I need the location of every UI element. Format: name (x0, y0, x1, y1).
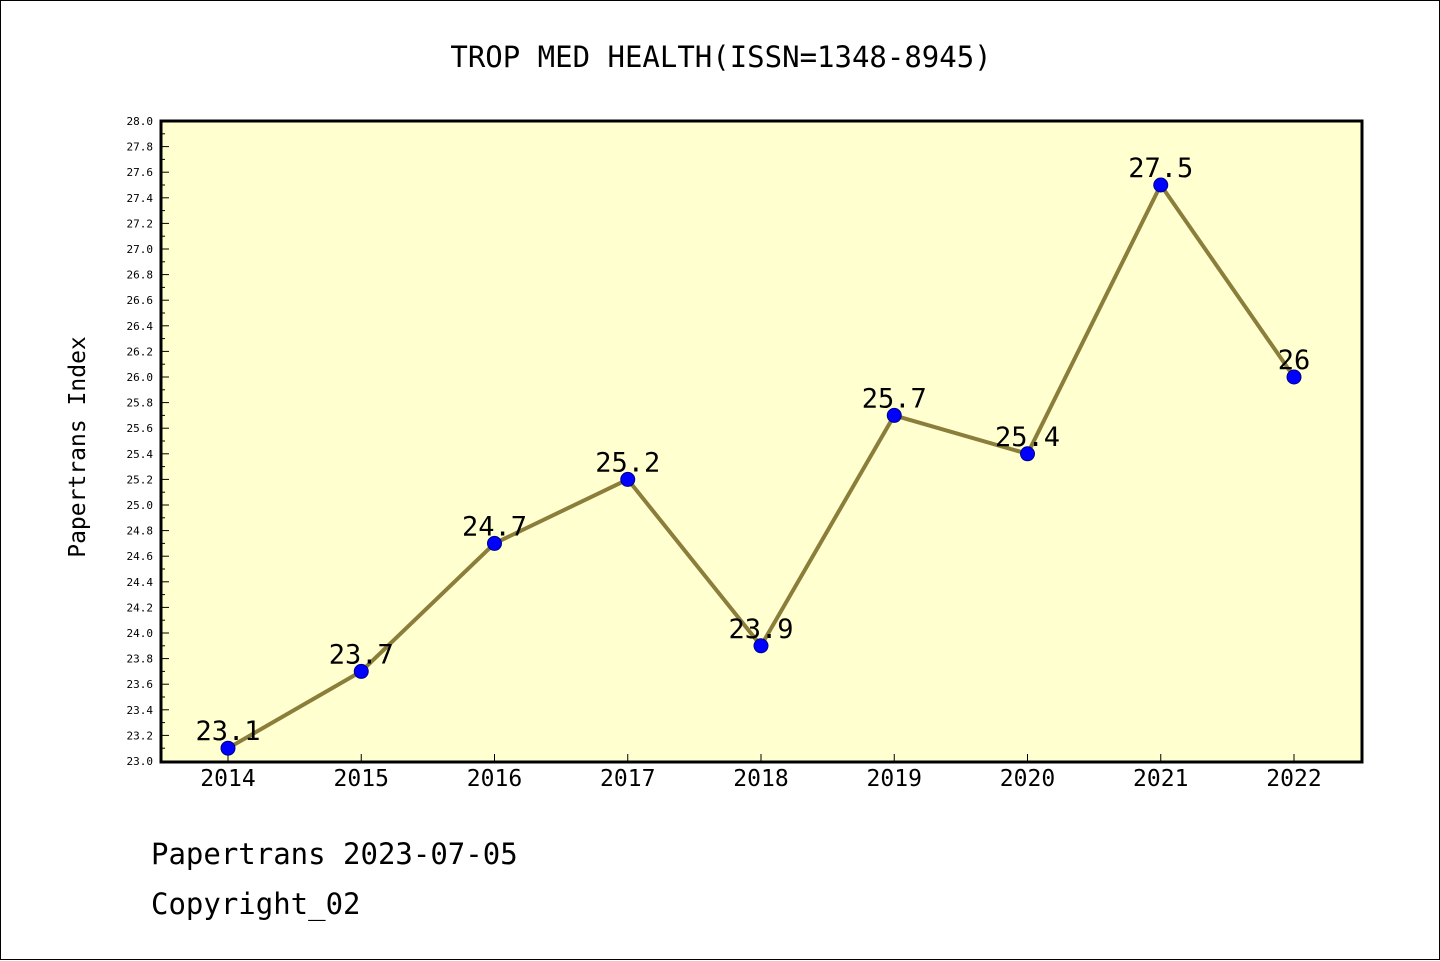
footer-copyright: Copyright_02 (151, 887, 361, 921)
data-point (886, 407, 902, 423)
y-tick-label: 27.0 (127, 243, 154, 256)
data-label: 23.7 (329, 639, 394, 670)
y-tick-label: 23.2 (127, 729, 154, 742)
plot-area (161, 121, 1362, 762)
y-tick-label: 26.4 (127, 320, 154, 333)
y-tick-label: 27.2 (127, 217, 154, 230)
y-tick-label: 25.0 (127, 499, 154, 512)
y-tick-label: 28.0 (127, 115, 154, 128)
y-tick-label: 26.0 (127, 371, 154, 384)
data-label: 27.5 (1128, 153, 1193, 184)
y-tick-label: 26.2 (127, 345, 154, 358)
y-tick-label: 26.6 (127, 294, 154, 307)
x-tick-label: 2018 (733, 766, 788, 792)
data-label: 23.1 (195, 716, 260, 747)
y-axis-label: Papertrans Index (65, 336, 91, 558)
data-point (1286, 369, 1302, 385)
y-tick-label: 25.8 (127, 397, 154, 410)
data-point (620, 471, 636, 487)
y-tick-label: 23.0 (127, 755, 154, 768)
y-tick-label: 27.4 (127, 192, 154, 205)
footer-date: Papertrans 2023-07-05 (151, 837, 518, 871)
data-label: 23.9 (728, 614, 793, 645)
plot-border (159, 119, 1364, 764)
data-point (753, 638, 769, 654)
data-point (487, 535, 502, 551)
y-tick-label: 24.4 (127, 576, 154, 589)
data-label: 25.2 (595, 447, 660, 478)
axis-ticks: 23.0 23.2 23.4 23.6 23.8 24.0 24.2 24.4 24.6 24.8… (127, 115, 1322, 792)
x-tick-label: 2019 (867, 766, 922, 792)
x-tick-label: 2017 (600, 766, 655, 792)
x-tick-label: 2021 (1133, 766, 1188, 792)
data-label: 24.7 (462, 511, 527, 542)
data-label: 25.7 (862, 383, 927, 414)
x-tick-label: 2014 (200, 766, 255, 792)
y-tick-label: 23.8 (127, 653, 154, 666)
data-labels: 23.1 23.7 24.7 25.2 23.9 25.7 25.4 27.5 26 (195, 153, 1310, 747)
y-tick-label: 24.2 (127, 601, 154, 614)
data-point (353, 663, 369, 679)
chart-title: TROP MED HEALTH(ISSN=1348-8945) (450, 40, 991, 74)
data-point (1020, 446, 1035, 462)
x-tick-label: 2022 (1266, 766, 1321, 792)
y-tick-label: 23.4 (127, 704, 154, 717)
y-tick-label: 25.2 (127, 473, 154, 486)
data-label: 25.4 (995, 422, 1060, 453)
y-tick-label: 26.8 (127, 269, 154, 282)
y-tick-label: 25.6 (127, 422, 154, 435)
data-label: 26 (1278, 345, 1311, 376)
x-tick-label: 2016 (467, 766, 522, 792)
y-tick-label: 23.6 (127, 678, 154, 691)
data-point (1153, 177, 1169, 193)
x-tick-label: 2020 (1000, 766, 1055, 792)
y-tick-label: 24.6 (127, 550, 154, 563)
y-tick-label: 24.8 (127, 525, 154, 538)
y-tick-label: 27.8 (127, 141, 154, 154)
data-points (220, 177, 1302, 756)
y-tick-label: 27.6 (127, 166, 154, 179)
x-tick-label: 2015 (334, 766, 389, 792)
y-tick-label: 25.4 (127, 448, 154, 461)
y-tick-label: 24.0 (127, 627, 154, 640)
data-point (220, 740, 236, 756)
